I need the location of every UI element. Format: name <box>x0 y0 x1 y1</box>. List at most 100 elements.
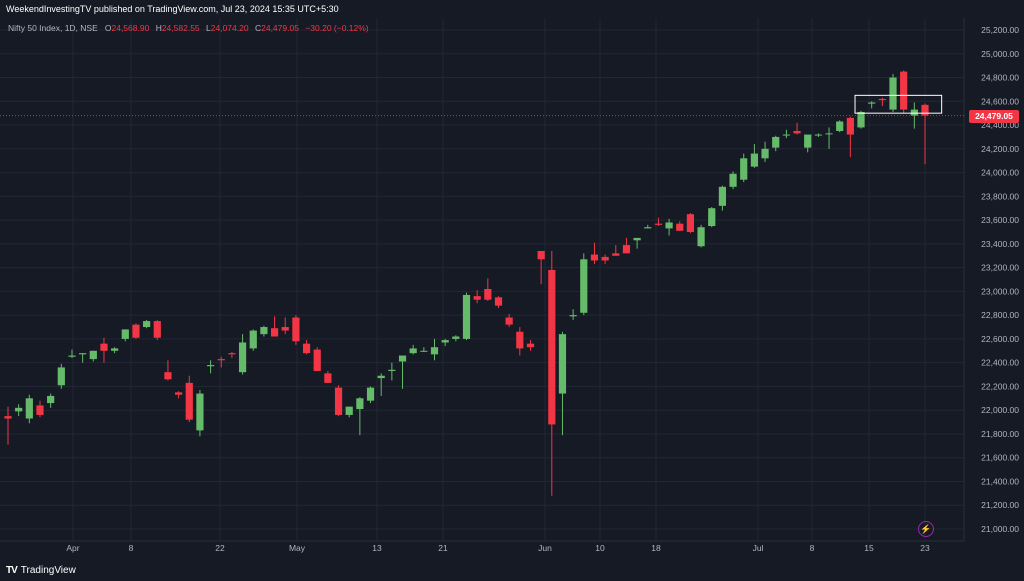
x-tick-label: Jun <box>538 543 552 553</box>
candle-body <box>526 343 535 348</box>
y-tick-label: 21,600.00 <box>981 453 1019 463</box>
low-value: 24,074.20 <box>210 23 249 33</box>
candle-body <box>878 98 886 101</box>
candle-body <box>398 355 407 362</box>
symbol-name: Nifty 50 Index, 1D, NSE <box>8 23 98 33</box>
brand-label: TradingView <box>20 565 76 576</box>
symbol-legend: Nifty 50 Index, 1D, NSE O24,568.90 H24,5… <box>8 23 373 33</box>
candle-body <box>750 153 758 167</box>
candle-body <box>900 71 908 110</box>
y-tick-label: 22,800.00 <box>981 310 1019 320</box>
close-label: C <box>254 23 262 33</box>
candle-body <box>260 327 268 335</box>
candle-body <box>196 393 204 431</box>
y-tick-label: 23,800.00 <box>981 191 1019 201</box>
y-tick-label: 22,000.00 <box>981 405 1019 415</box>
candle-body <box>388 369 396 371</box>
candle-body <box>814 134 822 136</box>
x-tick-label: 10 <box>595 543 605 553</box>
y-tick-label: 23,200.00 <box>981 263 1019 273</box>
candle-body <box>782 134 790 136</box>
candle-body <box>857 111 865 128</box>
y-tick-label: 23,400.00 <box>981 239 1019 249</box>
candle-body <box>175 392 183 395</box>
candle-body <box>505 317 513 325</box>
candle-body <box>121 329 129 339</box>
candle-body <box>420 350 428 352</box>
candle-body <box>111 348 119 351</box>
candle-body <box>676 223 684 231</box>
candle-body <box>473 296 481 300</box>
candle-body <box>665 222 673 229</box>
candle-body <box>708 208 716 227</box>
lightning-icon[interactable]: ⚡ <box>918 521 934 537</box>
candle-body <box>334 387 343 415</box>
candle-body <box>462 294 471 339</box>
candle-body <box>238 342 247 373</box>
candle-body <box>15 407 23 412</box>
candle-body <box>622 245 631 254</box>
publish-header: WeekendInvestingTV published on TradingV… <box>0 0 1024 18</box>
open-label: O <box>104 23 112 33</box>
x-tick-label: Apr <box>66 543 79 553</box>
chart-area[interactable] <box>0 18 1024 562</box>
tradingview-logo-icon: TV <box>6 565 18 576</box>
candle-body <box>345 406 353 415</box>
x-tick-label: 8 <box>129 543 134 553</box>
candle-body <box>516 331 524 349</box>
candle-body <box>57 367 65 386</box>
candle-body <box>633 237 641 241</box>
candle-body <box>79 353 87 355</box>
candle-body <box>537 250 545 260</box>
y-tick-label: 25,200.00 <box>981 25 1019 35</box>
y-tick-label: 23,000.00 <box>981 286 1019 296</box>
candle-body <box>68 355 76 357</box>
y-tick-label: 25,000.00 <box>981 49 1019 59</box>
low-label: L <box>206 23 211 33</box>
y-tick-label: 21,400.00 <box>981 476 1019 486</box>
candle-body <box>569 315 577 317</box>
candle-body <box>206 365 215 367</box>
y-tick-label: 22,400.00 <box>981 358 1019 368</box>
close-value: 24,479.05 <box>261 23 299 33</box>
candle-body <box>302 343 311 354</box>
candle-body <box>729 173 737 187</box>
y-tick-label: 21,000.00 <box>981 524 1019 534</box>
candle-body <box>100 343 108 351</box>
candle-body <box>558 334 567 394</box>
candle-body <box>430 347 439 355</box>
annotation-rectangle <box>854 94 943 114</box>
y-tick-label: 24,000.00 <box>981 168 1019 178</box>
y-tick-label: 21,800.00 <box>981 429 1019 439</box>
candle-body <box>292 317 300 342</box>
candle-body <box>132 324 140 338</box>
candle-body <box>612 253 620 256</box>
candle-body <box>590 254 599 261</box>
open-value: 24,568.90 <box>111 23 150 33</box>
x-tick-label: 18 <box>651 543 661 553</box>
candle-body <box>484 289 492 300</box>
x-tick-label: 13 <box>372 543 382 553</box>
tradingview-brand[interactable]: TV TradingView <box>6 565 76 576</box>
change-value: −30.20 (−0.12%) <box>305 23 369 33</box>
candle-body <box>324 373 332 383</box>
candle-body <box>143 321 151 328</box>
x-tick-label: 15 <box>864 543 874 553</box>
candle-body <box>36 405 44 415</box>
candle-body <box>761 148 769 159</box>
candle-body <box>868 102 876 104</box>
candle-body <box>164 372 172 380</box>
candle-body <box>185 382 193 420</box>
y-tick-label: 24,800.00 <box>981 73 1019 83</box>
x-tick-label: 22 <box>215 543 225 553</box>
y-tick-label: 24,200.00 <box>981 144 1019 154</box>
candle-body <box>921 104 929 116</box>
high-label: H <box>155 23 162 33</box>
published-info: WeekendInvestingTV published on TradingV… <box>6 4 339 14</box>
candle-body <box>580 259 588 313</box>
candle-body <box>441 340 449 343</box>
candle-body <box>825 133 833 135</box>
candle-body <box>217 359 225 361</box>
y-tick-label: 22,600.00 <box>981 334 1019 344</box>
